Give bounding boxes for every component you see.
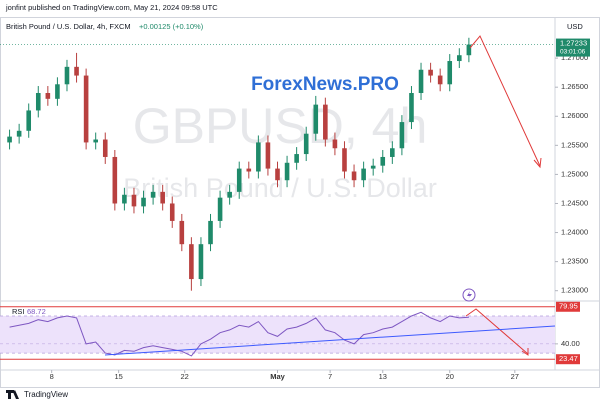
candle-body xyxy=(390,148,395,157)
candle-body xyxy=(83,75,89,143)
watermark-subtitle: British Pound / U.S. Dollar xyxy=(123,173,437,203)
rsi-band xyxy=(0,316,555,354)
candle-body xyxy=(7,136,12,143)
last-price-label: 1.27233 xyxy=(560,39,587,48)
overlay-layer: British Pound / U.S. Dollar, 4h, FXCM +0… xyxy=(6,22,590,399)
bar-countdown: 03:01:06 xyxy=(560,48,586,55)
candle-body xyxy=(303,133,309,155)
candle-body xyxy=(428,69,433,76)
candle-body xyxy=(112,156,118,204)
candle-body xyxy=(102,139,108,157)
candle-body xyxy=(198,244,204,280)
last-price-box xyxy=(556,38,590,57)
candle-body xyxy=(351,171,357,181)
candle-body xyxy=(294,154,299,163)
symbol-title: British Pound / U.S. Dollar, 4h, FXCM xyxy=(6,22,131,31)
y-tick-label: 1.24500 xyxy=(561,198,588,207)
candle-body xyxy=(323,104,328,140)
y-tick-label: 1.23000 xyxy=(561,286,588,295)
candle-body xyxy=(399,122,405,149)
indicator-name: RSI xyxy=(12,307,25,316)
candle-body xyxy=(160,191,165,204)
candle-body xyxy=(332,139,338,149)
candle-body xyxy=(208,220,213,245)
background-layer: GBPUSD, 4h British Pound / U.S. Dollar xyxy=(0,44,558,373)
candle-body xyxy=(418,69,424,94)
candle-body xyxy=(370,165,376,169)
candle-body xyxy=(150,191,156,198)
candle-body xyxy=(466,44,472,56)
level-box xyxy=(556,354,580,365)
candle-body xyxy=(93,139,98,143)
candle-body xyxy=(141,197,146,207)
candle-body xyxy=(45,93,51,99)
alert-bolt xyxy=(467,291,472,299)
level-box xyxy=(556,301,580,312)
candle-body xyxy=(313,104,319,134)
candle-body xyxy=(457,55,462,62)
candle-body xyxy=(409,93,414,123)
marks-layer xyxy=(0,37,555,360)
y-tick-label: 1.26000 xyxy=(561,111,588,120)
tv-logo xyxy=(6,390,19,399)
candle-body xyxy=(26,110,32,131)
candle-body xyxy=(131,194,137,207)
y-tick-label: 40.00 xyxy=(561,339,580,348)
level-label: 23.47 xyxy=(559,354,578,363)
level-label: 79.95 xyxy=(559,302,578,311)
price-change: +0.00125 (+0.10%) xyxy=(139,22,204,31)
candle-body xyxy=(74,66,79,76)
candle-body xyxy=(169,203,175,221)
candle-body xyxy=(16,130,22,137)
y-tick-label: 1.25500 xyxy=(561,140,588,149)
rsi-line xyxy=(9,311,469,357)
candle-body xyxy=(361,168,366,181)
candle-body xyxy=(284,162,290,181)
currency: USD xyxy=(567,22,583,31)
candle-body xyxy=(256,142,261,172)
candle-body xyxy=(179,220,185,245)
candle-body xyxy=(342,148,347,172)
candle-body xyxy=(217,197,223,221)
candle-body xyxy=(447,61,453,85)
indicator-value: 68.72 xyxy=(27,307,46,316)
candle-body xyxy=(265,142,271,169)
x-tick-label: 15 xyxy=(114,372,122,381)
candle-body xyxy=(437,75,443,85)
arrow-head xyxy=(521,348,529,356)
y-tick-label: 1.23500 xyxy=(561,257,588,266)
x-tick-label: 8 xyxy=(50,372,54,381)
annotation: ForexNews.PRO xyxy=(251,74,399,95)
drawn-arrow xyxy=(465,308,529,355)
x-tick-label: 22 xyxy=(181,372,189,381)
candle-body xyxy=(380,156,386,166)
x-tick-label: May xyxy=(270,372,285,381)
y-tick-label: 1.27000 xyxy=(561,53,588,62)
candle-body xyxy=(55,84,60,99)
x-tick-label: 20 xyxy=(446,372,454,381)
x-tick-label: 7 xyxy=(328,372,332,381)
drawn-arrow xyxy=(469,35,541,167)
candle-body xyxy=(227,191,232,198)
candle-body xyxy=(189,244,194,280)
candle-body xyxy=(246,168,252,172)
rsi-trendline xyxy=(104,325,556,356)
candle-body xyxy=(122,194,127,204)
publisher-line: jonfint published on TradingView.com, Ma… xyxy=(5,3,218,12)
candle-body xyxy=(236,168,242,192)
candle-body xyxy=(64,66,70,85)
footer-brand: TradingView xyxy=(24,390,68,399)
watermark: GBPUSD, 4h xyxy=(133,98,428,154)
x-tick-label: 13 xyxy=(379,372,387,381)
y-tick-label: 1.26500 xyxy=(561,82,588,91)
candle-body xyxy=(35,93,41,111)
y-tick-label: 1.24000 xyxy=(561,228,588,237)
candle-body xyxy=(275,168,280,181)
x-tick-label: 27 xyxy=(511,372,519,381)
y-tick-label: 1.25000 xyxy=(561,169,588,178)
arrow-head xyxy=(533,157,542,169)
